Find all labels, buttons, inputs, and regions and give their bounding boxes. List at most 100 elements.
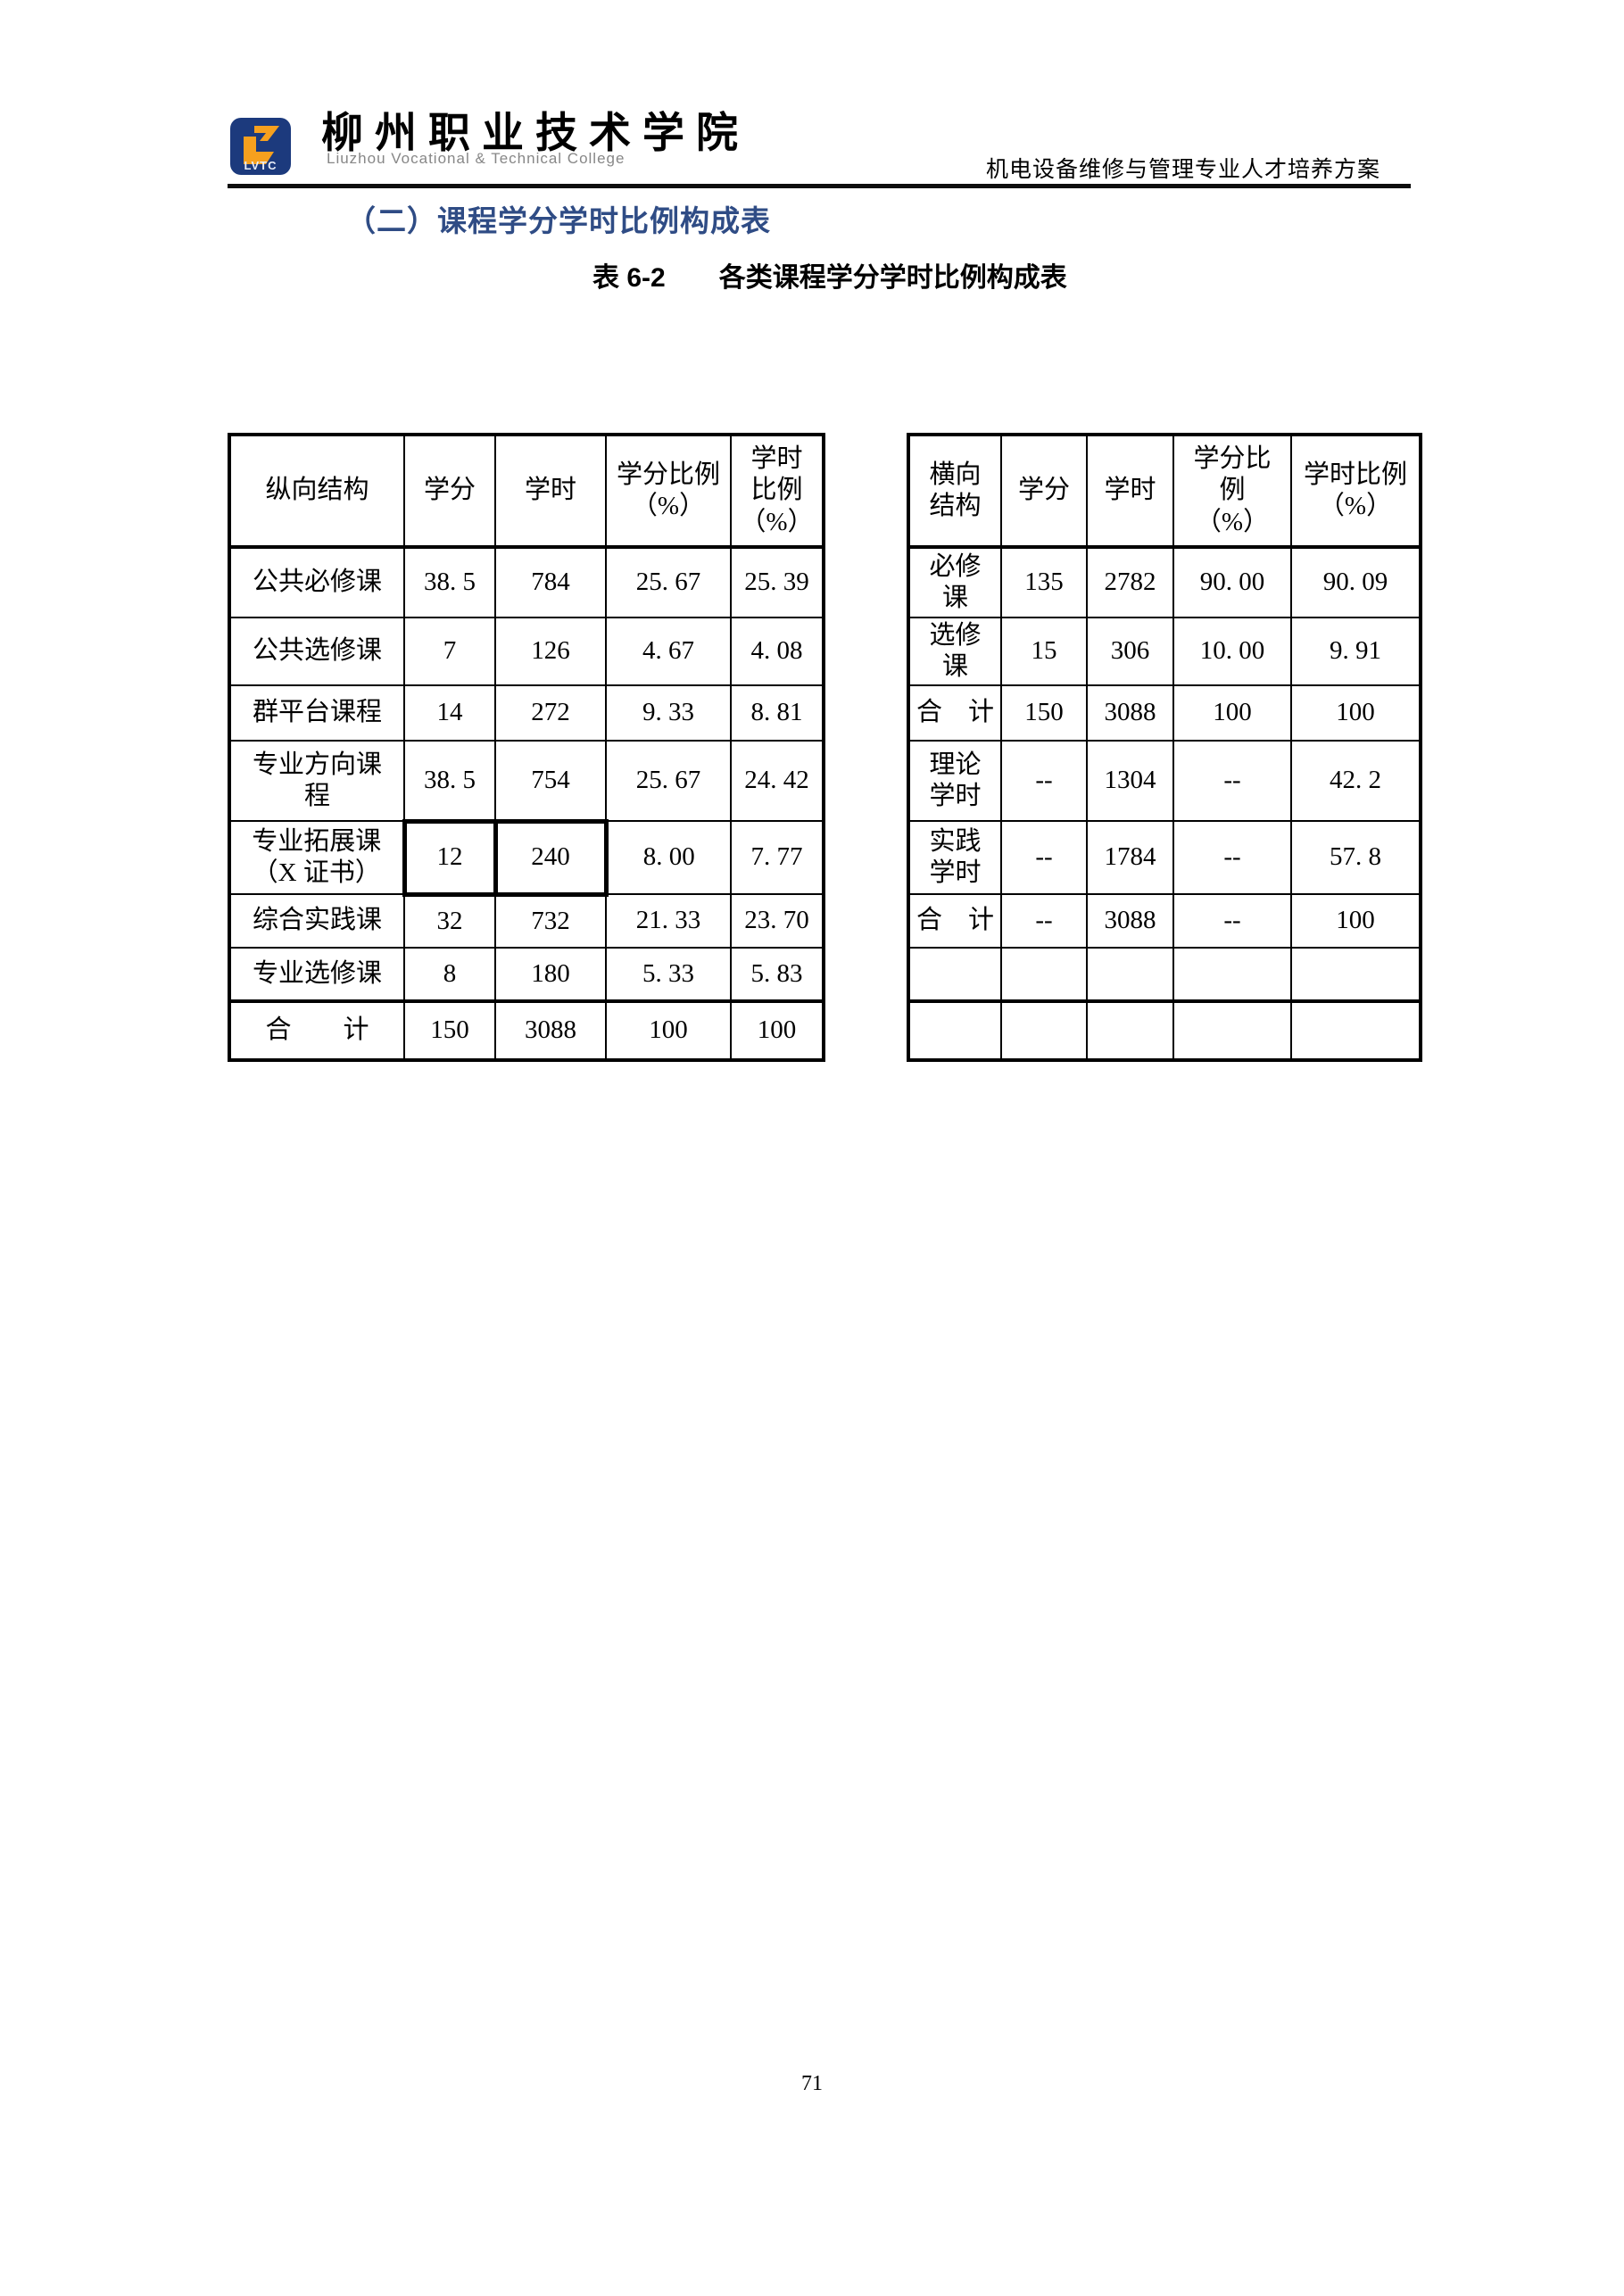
cell: 100 xyxy=(1172,684,1292,742)
row-label: 合 计 xyxy=(228,999,405,1062)
cell: 306 xyxy=(1086,617,1174,686)
cell: 4. 67 xyxy=(605,617,732,686)
cell: 1784 xyxy=(1086,820,1174,895)
table-row: 群平台课程 14 272 9. 33 8. 81 合 计 150 3088 10… xyxy=(228,684,1422,742)
cell: 21. 33 xyxy=(605,893,732,949)
cell xyxy=(1086,947,1174,1002)
left-header-hours: 学时 xyxy=(494,433,607,549)
row-label: 实践 学时 xyxy=(907,820,1002,895)
cell: 784 xyxy=(494,546,607,618)
cell xyxy=(1086,999,1174,1062)
cell: 3088 xyxy=(1086,684,1174,742)
right-header-hour-ratio: 学时比例 （%） xyxy=(1290,433,1422,549)
cell: 25. 67 xyxy=(605,546,732,618)
table-row: 公共选修课 7 126 4. 67 4. 08 选修 课 15 306 10. … xyxy=(228,617,1422,686)
table-row: 专业选修课 8 180 5. 33 5. 83 xyxy=(228,947,1422,1002)
cell: 90. 00 xyxy=(1172,546,1292,618)
cell: 15 xyxy=(1000,617,1088,686)
table-spacer-cell xyxy=(824,1001,908,1060)
table-spacer-cell xyxy=(824,948,908,1001)
lvtc-lightning-icon xyxy=(244,126,279,164)
cell xyxy=(1290,999,1422,1062)
row-label xyxy=(907,947,1002,1002)
cell: 7 xyxy=(403,617,496,686)
table-spacer-cell xyxy=(824,435,908,547)
cell: 14 xyxy=(403,684,496,742)
row-label: 选修 课 xyxy=(907,617,1002,686)
row-label: 群平台课程 xyxy=(228,684,405,742)
section-heading: （二）课程学分学时比例构成表 xyxy=(346,204,771,237)
row-label: 公共必修课 xyxy=(228,546,405,618)
highlighted-cell: 12 xyxy=(402,818,498,897)
cell: 732 xyxy=(494,893,607,949)
table-spacer-cell xyxy=(824,618,908,685)
row-label: 专业方向课 程 xyxy=(228,740,405,822)
left-header-structure: 纵向结构 xyxy=(228,433,405,549)
cell: -- xyxy=(1000,893,1088,949)
page-number: 71 xyxy=(801,2072,823,2095)
cell: 4. 08 xyxy=(730,617,825,686)
cell: 38. 5 xyxy=(403,546,496,618)
left-header-credit-ratio: 学分比例 （%） xyxy=(605,433,732,549)
cell xyxy=(1172,947,1292,1002)
left-header-hour-ratio: 学时 比例 （%） xyxy=(730,433,825,549)
cell: 126 xyxy=(494,617,607,686)
credit-hour-ratio-table: 纵向结构 学分 学时 学分比例 （%） 学时 比例 （%） 横向 结构 学分 学… xyxy=(228,433,1422,1062)
cell xyxy=(1000,947,1088,1002)
cell: -- xyxy=(1172,740,1292,822)
cell: -- xyxy=(1000,740,1088,822)
table-spacer-cell xyxy=(824,821,908,894)
cell: 8. 81 xyxy=(730,684,825,742)
cell: 180 xyxy=(494,947,607,1002)
cell: 8 xyxy=(403,947,496,1002)
lvtc-logo: LVTC xyxy=(230,118,291,175)
table-caption: 表 6-2 各类课程学分学时比例构成表 xyxy=(592,255,1067,294)
cell: 150 xyxy=(1000,684,1088,742)
row-label: 合 计 xyxy=(907,893,1002,949)
cell: 100 xyxy=(1290,684,1422,742)
logo-abbr: LVTC xyxy=(244,159,278,172)
header-divider xyxy=(228,184,1411,188)
cell: -- xyxy=(1172,820,1292,895)
document-title: 机电设备维修与管理专业人才培养方案 xyxy=(985,158,1380,182)
row-label: 理论 学时 xyxy=(907,740,1002,822)
cell: -- xyxy=(1172,893,1292,949)
row-label xyxy=(907,999,1002,1062)
college-name-english: Liuzhou Vocational & Technical College xyxy=(327,150,626,167)
table-total-row: 合 计 150 3088 100 100 xyxy=(228,999,1422,1062)
table-spacer-cell xyxy=(824,547,908,618)
row-label: 合 计 xyxy=(907,684,1002,742)
row-label: 专业拓展课 （X 证书） xyxy=(228,820,405,895)
table-row: 综合实践课 32 732 21. 33 23. 70 合 计 -- 3088 -… xyxy=(228,893,1422,949)
cell xyxy=(1290,947,1422,1002)
cell: 754 xyxy=(494,740,607,822)
cell: 9. 91 xyxy=(1290,617,1422,686)
college-name-chinese: 柳州职业技术学院 xyxy=(321,109,750,158)
table-row: 公共必修课 38. 5 784 25. 67 25. 39 必修 课 135 2… xyxy=(228,546,1422,618)
cell: 135 xyxy=(1000,546,1088,618)
cell: 5. 33 xyxy=(605,947,732,1002)
cell: 100 xyxy=(1290,893,1422,949)
cell: 24. 42 xyxy=(730,740,825,822)
right-header-hours: 学时 xyxy=(1086,433,1174,549)
cell: 3088 xyxy=(1086,893,1174,949)
highlighted-cell: 240 xyxy=(493,818,609,897)
table-caption-title: 各类课程学分学时比例构成表 xyxy=(718,263,1067,293)
table-spacer-cell xyxy=(824,685,908,741)
cell: 42. 2 xyxy=(1290,740,1422,822)
cell: 100 xyxy=(730,999,825,1062)
cell: 57. 8 xyxy=(1290,820,1422,895)
right-header-credits: 学分 xyxy=(1000,433,1088,549)
left-header-credits: 学分 xyxy=(403,433,496,549)
row-label: 专业选修课 xyxy=(228,947,405,1002)
table-row: 专业拓展课 （X 证书） 12 240 8. 00 7. 77 实践 学时 --… xyxy=(228,818,1422,897)
cell: 7. 77 xyxy=(730,820,825,895)
cell: -- xyxy=(1000,820,1088,895)
cell: 25. 67 xyxy=(605,740,732,822)
table-spacer-cell xyxy=(824,894,908,948)
row-label: 综合实践课 xyxy=(228,893,405,949)
table-spacer-cell xyxy=(824,741,908,821)
cell xyxy=(1172,999,1292,1062)
table-header-row: 纵向结构 学分 学时 学分比例 （%） 学时 比例 （%） 横向 结构 学分 学… xyxy=(228,433,1422,549)
table-row: 专业方向课 程 38. 5 754 25. 67 24. 42 理论 学时 --… xyxy=(228,740,1422,822)
